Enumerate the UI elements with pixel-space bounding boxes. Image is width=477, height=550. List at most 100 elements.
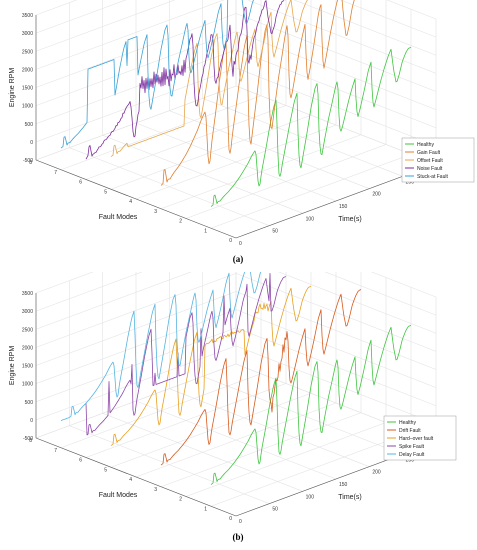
x-axis-label: Time(s): [338, 494, 361, 501]
rpm-tick-label: 2000: [22, 67, 33, 73]
mode-axis-line: [35, 437, 237, 517]
legend-label: Hard–over fault: [399, 436, 434, 442]
x-axis-label: Time(s): [338, 216, 361, 223]
grid-line: [35, 0, 176, 52]
mode-tick-label: 4: [129, 199, 132, 205]
mode-tick-label: 6: [79, 458, 82, 464]
mode-tick-label: 5: [104, 467, 107, 473]
rpm-tick-label: 1500: [22, 86, 33, 92]
time-tick-label: 100: [306, 216, 315, 222]
rpm-tick-label: 2000: [22, 345, 33, 351]
grid-line: [35, 309, 237, 384]
grid-line: [35, 49, 237, 125]
time-tick-label: 200: [372, 192, 381, 198]
grid-line: [102, 413, 303, 492]
mode-tick-label: 3: [154, 487, 157, 493]
mode-tick-label: 8: [29, 160, 32, 166]
rpm-tick-label: 3000: [22, 31, 33, 37]
grid-line: [35, 13, 237, 88]
mode-tick-label: 1: [204, 506, 207, 512]
grid-line: [169, 388, 370, 467]
rpm-tick-label: 500: [25, 400, 34, 406]
series-line: [85, 0, 286, 160]
panel-caption: (a): [233, 254, 244, 264]
grid-line: [35, 272, 192, 330]
legend-label: Spike Fault: [399, 444, 425, 450]
rpm-tick-label: 3500: [22, 13, 33, 19]
grid-line: [69, 147, 270, 226]
time-tick-label: 200: [372, 470, 381, 476]
grid-line: [35, 0, 225, 70]
grid: [35, 272, 437, 517]
chart-panel-a: 0 50 100 150 200 250 3000 1 2 3 4 5 6 7 8-500 0 500 1000 1…: [9, 0, 475, 264]
rpm-tick-label: 2500: [22, 327, 33, 333]
series-line: [60, 272, 262, 421]
y-axis-label: Engine RPM: [9, 346, 16, 385]
grid-line: [35, 0, 127, 34]
time-tick-label: 0: [239, 241, 242, 247]
legend-label: Noise Fault: [417, 166, 443, 172]
mode-tick-label: 0: [229, 238, 232, 244]
grid-line: [35, 272, 94, 294]
mode-tick-label: 4: [129, 477, 132, 483]
series-line: [85, 272, 287, 436]
legend-label: Drift Fault: [399, 428, 421, 434]
grid-line: [35, 291, 237, 366]
grid-line: [35, 272, 143, 312]
panel-caption: (b): [233, 532, 244, 542]
mode-axis-line: [35, 159, 237, 239]
time-tick-label: 150: [339, 482, 348, 488]
grid-line: [386, 0, 437, 20]
mode-tick-label: 2: [179, 497, 182, 503]
grid-line: [35, 273, 237, 348]
grid-line: [339, 0, 437, 38]
mode-tick-label: 1: [204, 228, 207, 234]
rpm-tick-label: 1000: [22, 104, 33, 110]
time-tick-label: 250: [406, 457, 415, 463]
grid-line: [35, 0, 78, 16]
legend-label: Gain Fault: [417, 150, 441, 156]
mode-tick-label: 8: [29, 438, 32, 444]
time-tick-label: 150: [339, 204, 348, 210]
rpm-tick-label: 3500: [22, 291, 33, 297]
series-line: [110, 285, 312, 446]
grid-line: [69, 425, 270, 504]
rpm-tick-label: 1000: [22, 382, 33, 388]
time-tick-label: 50: [272, 507, 278, 513]
legend: Healthy Drift Fault Hard–over fault Spike F…: [383, 415, 457, 461]
time-tick-label: 100: [306, 494, 315, 500]
grid-line: [102, 135, 303, 214]
rpm-tick-label: 500: [25, 122, 34, 128]
grid-line: [202, 98, 403, 177]
grid-line: [371, 272, 437, 298]
legend-label: Offset Fault: [417, 158, 443, 164]
mode-tick-label: 2: [179, 219, 182, 225]
rpm-tick-label: -500: [23, 436, 33, 442]
z-axis-label: Fault Modes: [99, 214, 138, 221]
legend: Healthy Gain Fault Offset Fault Noise Fault…: [401, 137, 475, 183]
mode-tick-label: 7: [54, 170, 57, 176]
time-tick-label: 50: [272, 229, 278, 235]
series-line: [110, 0, 308, 157]
rpm-tick-label: 2500: [22, 49, 33, 55]
chart-panel-b: 0 50 100 150 200 250 3000 1 2 3 4 5 6 7 8-500 0 500 1000 1…: [9, 272, 457, 542]
mode-tick-label: 3: [154, 209, 157, 215]
rpm-tick-label: 1500: [22, 364, 33, 370]
grid-line: [35, 31, 237, 106]
legend-label: Healthy: [417, 142, 434, 148]
legend-label: Delay Fault: [399, 452, 425, 458]
grid-line: [202, 376, 403, 455]
mode-tick-label: 6: [79, 180, 82, 186]
series-line: [60, 0, 254, 149]
series-line: [160, 289, 362, 466]
rpm-tick-label: 0: [30, 140, 33, 146]
time-tick-label: 250: [406, 179, 415, 185]
series-line: [210, 46, 412, 207]
series-line: [210, 324, 412, 485]
legend-label: Stuck-at Fault: [417, 174, 448, 180]
grid-line: [135, 400, 337, 480]
y-axis-label: Engine RPM: [9, 68, 16, 107]
mode-tick-label: 0: [229, 516, 232, 522]
rpm-tick-label: 3000: [22, 309, 33, 315]
